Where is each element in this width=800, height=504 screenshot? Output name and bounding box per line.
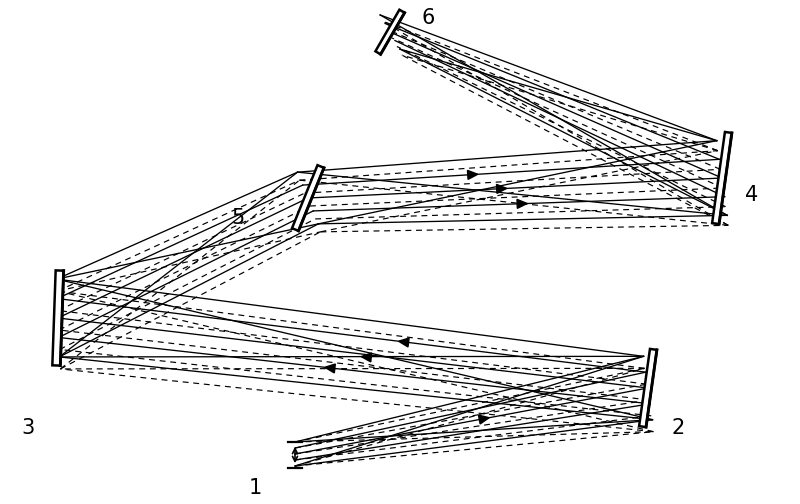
Polygon shape [398,338,409,347]
Polygon shape [478,415,489,424]
Polygon shape [497,184,506,194]
Text: 3: 3 [22,418,34,438]
Polygon shape [517,200,527,208]
Text: 2: 2 [671,418,685,438]
Polygon shape [362,353,371,362]
Text: 5: 5 [231,208,245,228]
Polygon shape [712,132,732,224]
Text: 1: 1 [248,478,262,498]
Polygon shape [325,364,335,373]
Polygon shape [467,170,478,179]
Polygon shape [292,165,324,231]
Text: 6: 6 [422,8,434,28]
Text: 4: 4 [746,185,758,205]
Polygon shape [375,10,405,54]
Polygon shape [52,270,64,365]
Polygon shape [639,349,657,427]
